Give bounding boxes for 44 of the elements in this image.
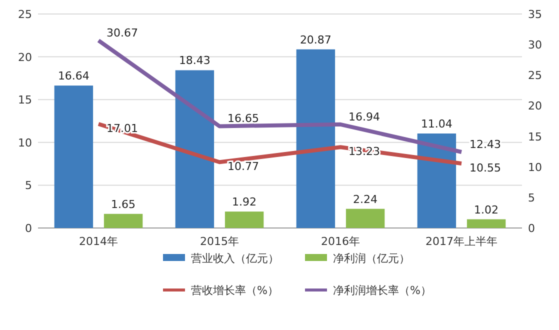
x-tick-label: 2017年上半年 — [426, 235, 498, 248]
data-label: 10.77 — [228, 160, 259, 174]
bar — [296, 49, 336, 228]
data-label: 30.67 — [106, 26, 138, 40]
bar — [54, 86, 94, 228]
legend-label: 营业收入（亿元） — [191, 252, 279, 265]
bar — [224, 212, 264, 228]
data-label: 1.92 — [232, 196, 257, 209]
data-label: 1.02 — [474, 203, 499, 216]
data-label: 1.65 — [111, 198, 136, 211]
x-tick-label: 2016年 — [321, 235, 360, 248]
data-label: 20.87 — [300, 33, 332, 46]
bar — [466, 219, 506, 228]
y2-tick-label: 0 — [528, 222, 535, 235]
x-tick-label: 2015年 — [200, 235, 239, 248]
y2-tick-label: 15 — [528, 130, 542, 144]
legend-label: 净利润（亿元） — [333, 252, 410, 265]
data-label: 18.43 — [178, 54, 210, 68]
data-label: 2.24 — [353, 192, 378, 206]
y2-tick-label: 20 — [528, 100, 542, 113]
y-tick-label: 10 — [18, 136, 32, 150]
data-label: 16.65 — [228, 112, 259, 126]
bar — [104, 214, 143, 228]
bar — [417, 134, 456, 228]
data-label: 16.64 — [58, 70, 90, 83]
data-label: 10.55 — [470, 161, 501, 174]
y2-tick-label: 25 — [528, 69, 542, 82]
y2-tick-label: 10 — [528, 160, 542, 174]
legend-label: 营收增长率（%） — [191, 284, 278, 297]
y-tick-label: 5 — [25, 179, 32, 192]
y2-tick-label: 35 — [528, 8, 542, 21]
y-tick-label: 15 — [18, 94, 32, 107]
legend-label: 净利润增长率（%） — [333, 284, 432, 297]
y2-tick-label: 5 — [528, 191, 535, 204]
data-label: 16.94 — [348, 110, 380, 124]
bar — [175, 70, 214, 228]
data-label: 12.43 — [470, 138, 501, 151]
bar — [346, 208, 385, 228]
y-tick-label: 0 — [25, 222, 32, 235]
data-label: 11.04 — [420, 118, 452, 130]
x-tick-label: 2014年 — [79, 235, 118, 248]
y2-tick-label: 30 — [528, 38, 542, 52]
y-tick-label: 25 — [18, 8, 32, 21]
y-tick-label: 20 — [18, 50, 32, 64]
